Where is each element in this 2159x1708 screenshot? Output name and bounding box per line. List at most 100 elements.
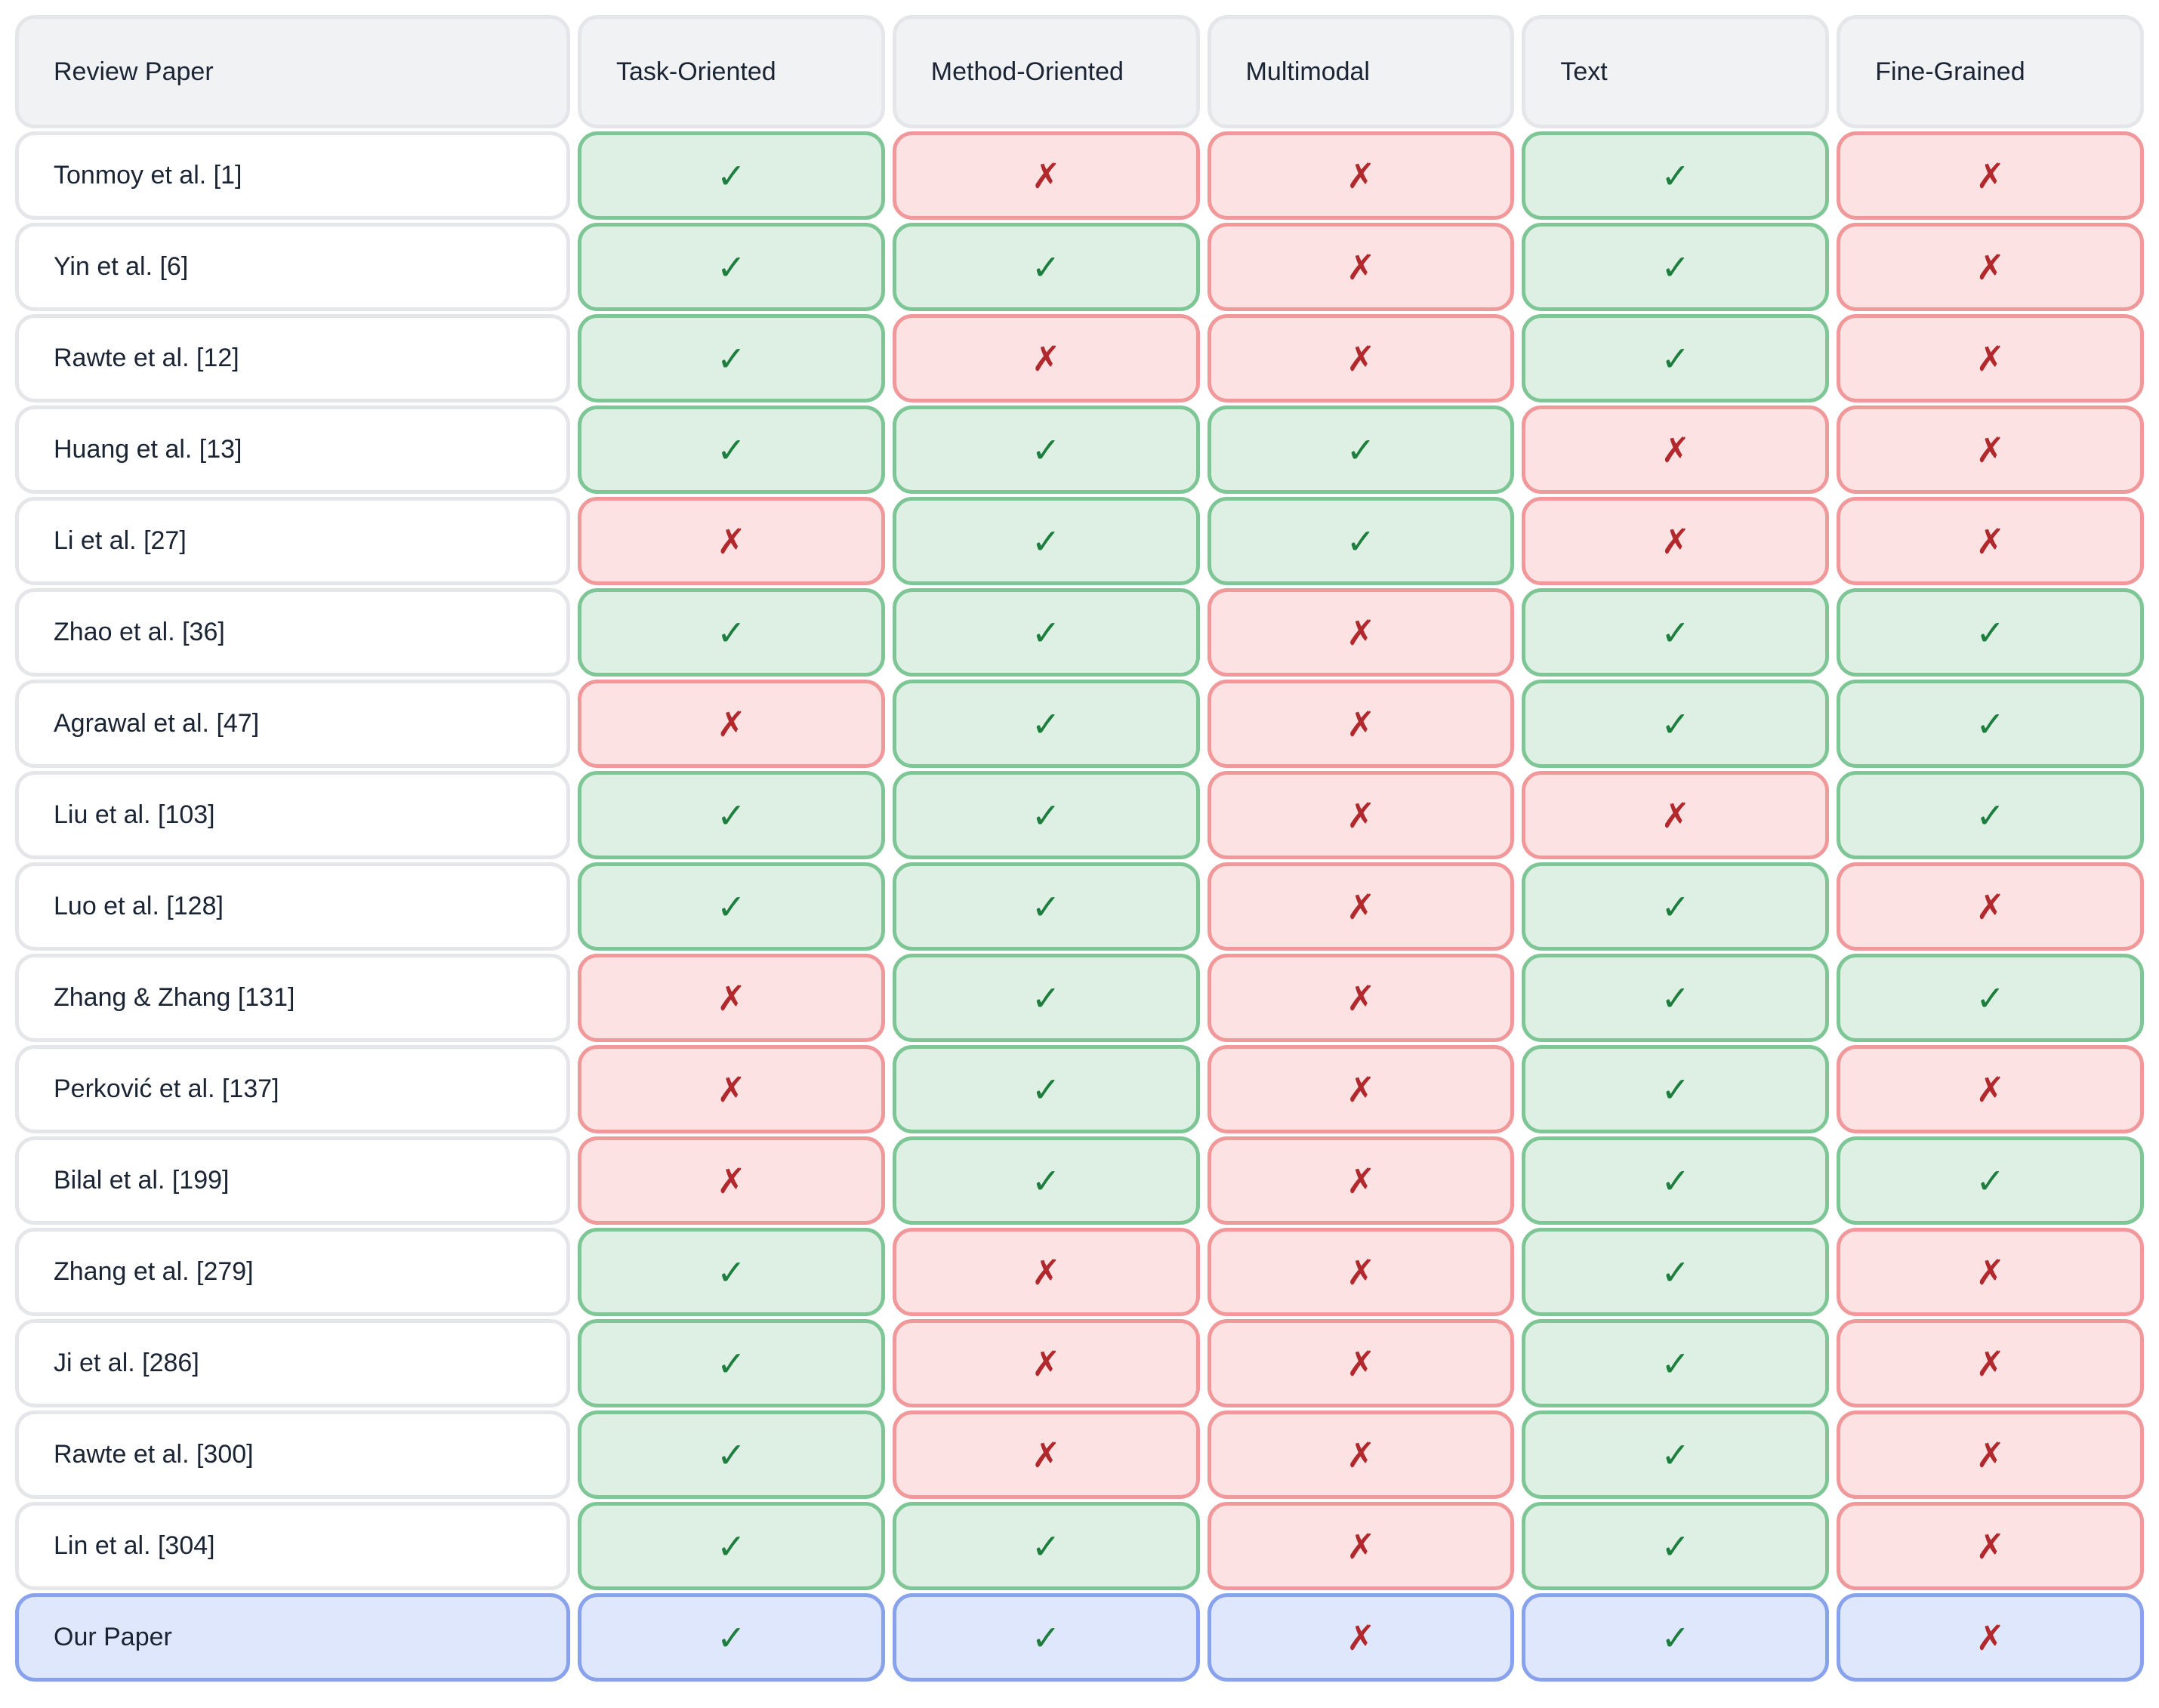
mark-cell: ✓ xyxy=(1522,862,1830,951)
mark-cell: ✗ xyxy=(1837,405,2144,494)
cross-icon: ✗ xyxy=(1975,1068,2005,1110)
cross-icon: ✗ xyxy=(717,703,746,745)
cross-icon: ✗ xyxy=(1346,1525,1376,1567)
mark-cell: ✗ xyxy=(892,131,1200,220)
cross-icon: ✗ xyxy=(1975,1343,2005,1384)
mark-cell: ✓ xyxy=(892,1045,1200,1133)
mark-cell: ✓ xyxy=(578,1319,885,1407)
mark-cell: ✗ xyxy=(1837,862,2144,951)
check-icon: ✓ xyxy=(717,794,746,836)
check-icon: ✓ xyxy=(717,429,746,470)
cross-icon: ✗ xyxy=(1346,1251,1376,1293)
cross-icon: ✗ xyxy=(1975,338,2005,379)
row-label-cell: Li et al. [27] xyxy=(15,497,570,585)
mark-cell: ✓ xyxy=(892,954,1200,1042)
check-icon: ✓ xyxy=(1661,246,1691,288)
mark-cell: ✓ xyxy=(1522,1502,1830,1590)
check-icon: ✓ xyxy=(1661,1434,1691,1475)
mark-cell: ✗ xyxy=(1837,1593,2144,1682)
row-label-cell: Ji et al. [286] xyxy=(15,1319,570,1407)
mark-cell: ✗ xyxy=(1207,862,1515,951)
row-label-cell: Huang et al. [13] xyxy=(15,405,570,494)
column-header-label: Method-Oriented xyxy=(930,57,1124,86)
cross-icon: ✗ xyxy=(1975,246,2005,288)
mark-cell: ✓ xyxy=(1522,1228,1830,1316)
mark-cell: ✗ xyxy=(1837,1502,2144,1590)
mark-cell: ✓ xyxy=(1207,405,1515,494)
check-icon: ✓ xyxy=(717,1434,746,1475)
cross-icon: ✗ xyxy=(1031,338,1061,379)
cross-icon: ✗ xyxy=(1346,1343,1376,1384)
check-icon: ✓ xyxy=(1661,612,1691,653)
check-icon: ✓ xyxy=(1031,1068,1061,1110)
mark-cell: ✓ xyxy=(1837,1136,2144,1225)
table-title-header: Review Paper xyxy=(15,15,570,128)
row-label-cell: Zhang et al. [279] xyxy=(15,1228,570,1316)
row-label: Perković et al. [137] xyxy=(54,1074,279,1103)
mark-cell: ✗ xyxy=(1207,1228,1515,1316)
mark-cell: ✓ xyxy=(578,405,885,494)
cross-icon: ✗ xyxy=(1346,703,1376,745)
mark-cell: ✗ xyxy=(1837,223,2144,311)
cross-icon: ✗ xyxy=(1975,1251,2005,1293)
check-icon: ✓ xyxy=(717,1343,746,1384)
mark-cell: ✓ xyxy=(1522,680,1830,768)
cross-icon: ✗ xyxy=(1346,246,1376,288)
mark-cell: ✗ xyxy=(1837,497,2144,585)
cross-icon: ✗ xyxy=(1975,886,2005,927)
mark-cell: ✓ xyxy=(892,1593,1200,1682)
check-icon: ✓ xyxy=(1346,429,1376,470)
check-icon: ✓ xyxy=(1031,703,1061,745)
cross-icon: ✗ xyxy=(1346,1434,1376,1475)
column-header-label: Fine-Grained xyxy=(1875,57,2025,86)
mark-cell: ✗ xyxy=(578,1136,885,1225)
column-header: Method-Oriented xyxy=(892,15,1200,128)
row-label-cell: Bilal et al. [199] xyxy=(15,1136,570,1225)
mark-cell: ✓ xyxy=(892,680,1200,768)
cross-icon: ✗ xyxy=(717,520,746,562)
row-label-cell: Perković et al. [137] xyxy=(15,1045,570,1133)
mark-cell: ✗ xyxy=(1837,1045,2144,1133)
mark-cell: ✓ xyxy=(578,862,885,951)
check-icon: ✓ xyxy=(1975,1160,2005,1201)
row-label: Lin et al. [304] xyxy=(54,1531,215,1560)
check-icon: ✓ xyxy=(1975,977,2005,1019)
row-label: Li et al. [27] xyxy=(54,526,187,555)
mark-cell: ✗ xyxy=(1522,771,1830,859)
mark-cell: ✓ xyxy=(578,1593,885,1682)
mark-cell: ✓ xyxy=(578,223,885,311)
row-label: Rawte et al. [12] xyxy=(54,344,239,372)
mark-cell: ✗ xyxy=(1207,1045,1515,1133)
row-label: Huang et al. [13] xyxy=(54,435,242,464)
cross-icon: ✗ xyxy=(1346,1068,1376,1110)
mark-cell: ✓ xyxy=(1522,588,1830,677)
cross-icon: ✗ xyxy=(1346,1617,1376,1658)
row-label: Luo et al. [128] xyxy=(54,892,224,920)
mark-cell: ✓ xyxy=(892,1502,1200,1590)
column-header-label: Text xyxy=(1560,57,1608,86)
check-icon: ✓ xyxy=(717,1251,746,1293)
column-header: Text xyxy=(1522,15,1830,128)
cross-icon: ✗ xyxy=(1661,520,1691,562)
mark-cell: ✓ xyxy=(1522,314,1830,402)
row-label-cell: Yin et al. [6] xyxy=(15,223,570,311)
mark-cell: ✓ xyxy=(892,223,1200,311)
mark-cell: ✗ xyxy=(578,680,885,768)
row-label: Tonmoy et al. [1] xyxy=(54,161,242,190)
mark-cell: ✓ xyxy=(892,1136,1200,1225)
column-header-label: Task-Oriented xyxy=(616,57,776,86)
cross-icon: ✗ xyxy=(1346,155,1376,196)
mark-cell: ✓ xyxy=(1522,1045,1830,1133)
mark-cell: ✓ xyxy=(892,588,1200,677)
row-label: Bilal et al. [199] xyxy=(54,1166,230,1195)
cross-icon: ✗ xyxy=(1661,794,1691,836)
mark-cell: ✗ xyxy=(1207,314,1515,402)
mark-cell: ✗ xyxy=(578,1045,885,1133)
cross-icon: ✗ xyxy=(1346,794,1376,836)
mark-cell: ✓ xyxy=(1522,1319,1830,1407)
mark-cell: ✓ xyxy=(1522,131,1830,220)
row-label: Liu et al. [103] xyxy=(54,800,215,829)
mark-cell: ✓ xyxy=(892,405,1200,494)
check-icon: ✓ xyxy=(1661,1251,1691,1293)
